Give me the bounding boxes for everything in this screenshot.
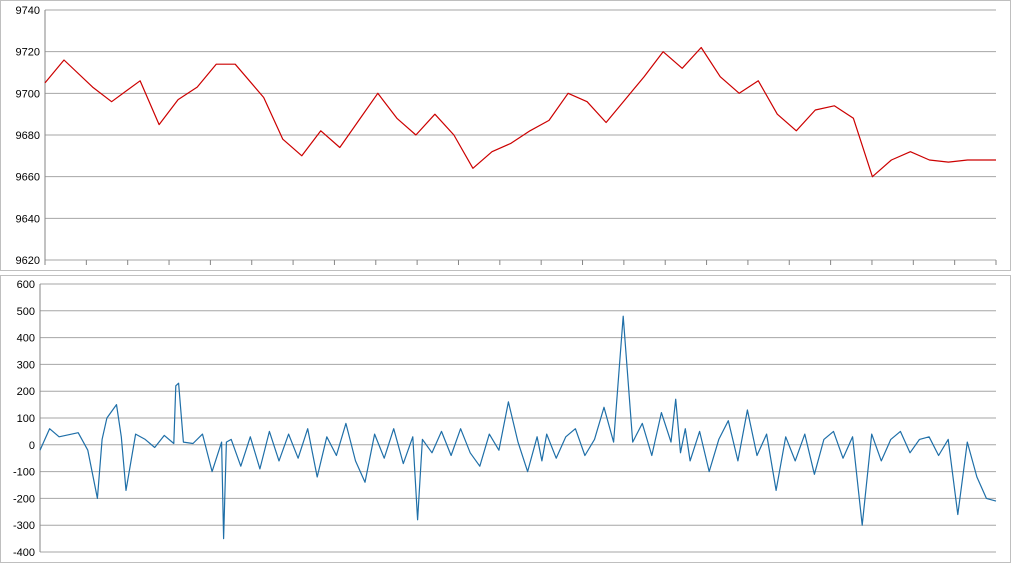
- price-y-tick-label-3: 9680: [16, 130, 40, 142]
- price-chart-gridlines: [44, 9, 996, 261]
- delta-y-tick-label-10: -400: [13, 547, 35, 559]
- delta-series-line: [39, 315, 997, 540]
- delta-y-tick-label-9: -300: [13, 520, 35, 532]
- price-chart-y-ticks: 9740 9720 9700 9680 9660 9640 9620: [16, 5, 40, 267]
- delta-y-tick-label-5: 100: [17, 413, 35, 425]
- delta-y-tick-label-8: -200: [13, 493, 35, 505]
- delta-y-tick-label-2: 400: [17, 333, 35, 345]
- price-y-tick-label-6: 9620: [16, 255, 40, 267]
- delta-y-tick-label-7: -100: [13, 467, 35, 479]
- price-y-tick-label-2: 9700: [16, 88, 40, 100]
- delta-chart-gridlines: [39, 283, 996, 553]
- delta-y-tick-label-4: 200: [17, 386, 35, 398]
- price-series-line: [44, 46, 996, 178]
- delta-y-tick-label-6: 0: [29, 440, 35, 452]
- delta-chart-y-ticks: 600 500 400 300 200 100 0 -100 -200 -300 -400: [13, 279, 35, 559]
- delta-y-tick-label-3: 300: [17, 359, 35, 371]
- price-y-tick-label-1: 9720: [16, 47, 40, 59]
- price-y-tick-label-0: 9740: [16, 5, 40, 17]
- price-y-tick-label-5: 9640: [16, 213, 40, 225]
- delta-y-tick-label-1: 500: [17, 306, 35, 318]
- delta-y-tick-label-0: 600: [17, 279, 35, 291]
- price-y-tick-label-4: 9660: [16, 172, 40, 184]
- price-chart-x-tick-marks: [44, 260, 997, 265]
